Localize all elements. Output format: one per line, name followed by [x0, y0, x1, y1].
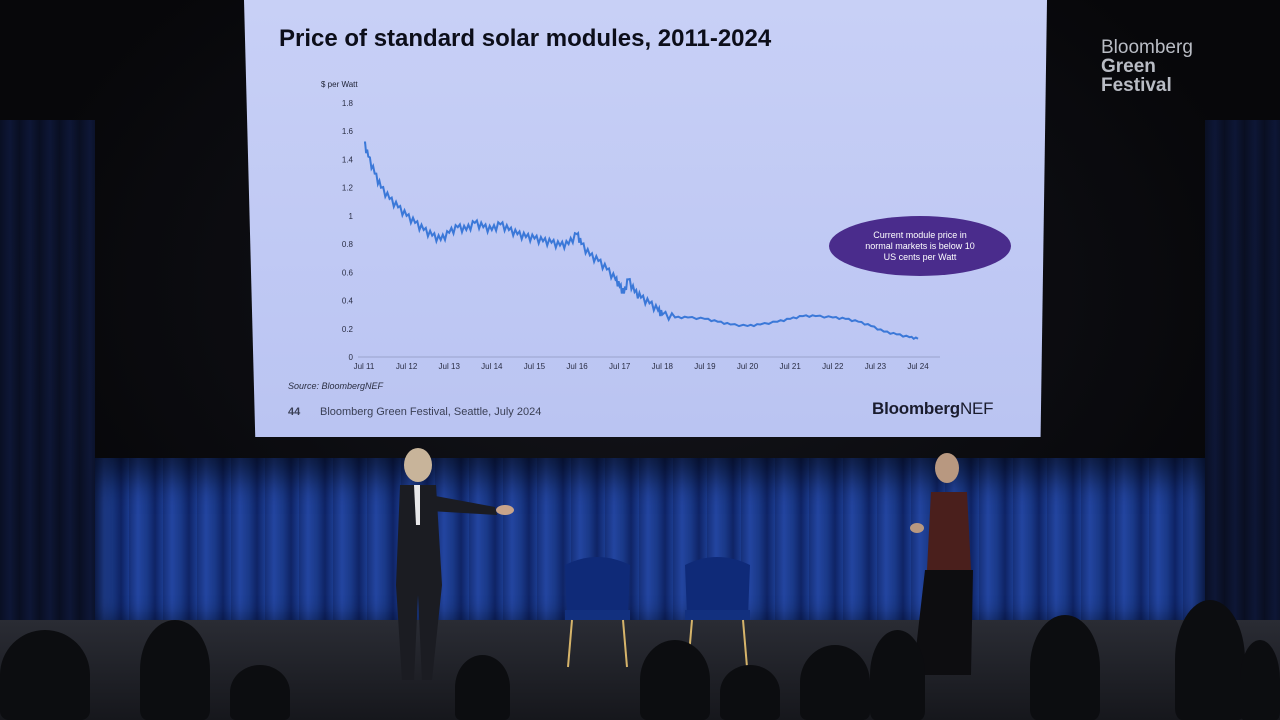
audience-head [0, 630, 90, 720]
audience-head [1175, 600, 1245, 720]
curtain-right [1205, 120, 1280, 640]
bnef-logo: BloombergNEF [872, 399, 994, 419]
annotation-text: Current module price in normal markets i… [865, 229, 975, 262]
stage-curtain [95, 458, 1205, 628]
audience-head [1030, 615, 1100, 720]
annotation-bubble: Current module price in normal markets i… [829, 216, 1011, 276]
audience-head [455, 655, 510, 720]
audience-head [870, 630, 925, 720]
audience-head [640, 640, 710, 720]
audience-head [140, 620, 210, 720]
audience-head [230, 665, 290, 720]
stage-chair-left [565, 557, 630, 668]
festival-logo-line1: Bloomberg [1101, 37, 1193, 58]
audience-head [720, 665, 780, 720]
bnef-logo-bold: Bloomberg [872, 399, 960, 418]
audience-head [800, 645, 870, 720]
festival-logo: Bloomberg Green Festival [1101, 38, 1193, 95]
slide-number: 44 [288, 406, 301, 418]
y-axis-units: $ per Watt [321, 80, 358, 89]
presenter-woman [910, 453, 973, 675]
audience-head [1240, 640, 1280, 720]
bnef-logo-light: NEF [959, 399, 994, 418]
slide-footer: Bloomberg Green Festival, Seattle, July … [320, 406, 542, 418]
festival-logo-line3: Festival [1101, 75, 1172, 96]
curtain-left [0, 120, 95, 640]
source-note: Source: BloombergNEF [288, 381, 384, 391]
festival-logo-line2: Green [1101, 56, 1156, 77]
presenter-man [396, 448, 514, 680]
chart-title: Price of standard solar modules, 2011-20… [279, 25, 772, 52]
